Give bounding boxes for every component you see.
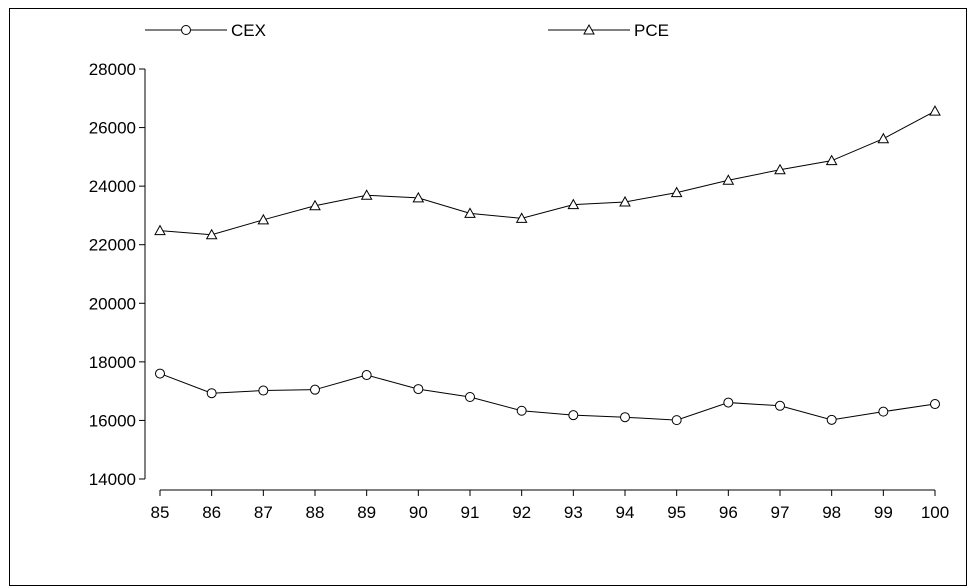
data-point-pce xyxy=(360,189,373,200)
data-point-pce xyxy=(412,191,425,203)
x-tick-label: 90 xyxy=(409,503,428,522)
y-tick-label: 26000 xyxy=(89,119,136,138)
y-tick-label: 22000 xyxy=(89,236,136,255)
legend-label-cex: CEX xyxy=(231,21,266,40)
data-point-cex xyxy=(155,368,165,379)
legend: CEX PCE xyxy=(145,21,669,40)
y-tick-label: 14000 xyxy=(89,470,136,489)
data-point-cex xyxy=(516,405,527,416)
x-tick-label: 98 xyxy=(822,503,841,522)
data-point-cex xyxy=(620,412,630,423)
x-tick-label: 89 xyxy=(357,503,376,522)
data-point-pce xyxy=(825,154,838,166)
data-point-cex xyxy=(361,370,372,381)
x-tick-label: 99 xyxy=(874,503,893,522)
data-point-pce xyxy=(929,105,941,116)
data-point-pce xyxy=(670,186,683,198)
legend-marker-cex xyxy=(181,25,191,35)
data-point-cex xyxy=(568,410,579,421)
data-point-cex xyxy=(310,384,320,395)
y-tick-label: 16000 xyxy=(89,411,136,430)
x-tick-label: 95 xyxy=(667,503,686,522)
x-tick-label: 85 xyxy=(151,503,170,522)
data-point-cex xyxy=(258,385,269,396)
data-point-pce xyxy=(515,212,528,223)
data-point-cex xyxy=(826,414,837,425)
chart-frame xyxy=(9,8,967,586)
data-point-cex xyxy=(206,388,217,399)
data-point-pce xyxy=(877,132,890,144)
data-point-cex xyxy=(930,399,940,410)
data-point-cex xyxy=(671,415,682,426)
data-point-pce xyxy=(309,199,321,211)
x-tick-label: 91 xyxy=(461,503,480,522)
data-point-pce xyxy=(257,213,270,225)
data-point-cex xyxy=(465,392,475,402)
x-tick-label: 94 xyxy=(616,503,635,522)
x-tick-label: 97 xyxy=(771,503,790,522)
data-point-pce xyxy=(722,174,735,185)
axes: 14000 16000 18000 20000 22000 24000 26000 28000… xyxy=(89,60,949,522)
y-tick-label: 20000 xyxy=(89,294,136,313)
x-tick-label: 93 xyxy=(564,503,583,522)
series-layer xyxy=(154,105,941,426)
data-point-pce xyxy=(774,163,786,175)
x-tick-label: 96 xyxy=(719,503,738,522)
y-tick-label: 24000 xyxy=(89,177,136,196)
series-line-cex xyxy=(159,373,936,421)
data-point-cex xyxy=(878,406,889,417)
x-tick-label: 88 xyxy=(306,503,325,522)
data-point-pce xyxy=(567,198,580,210)
x-tick-label: 92 xyxy=(512,503,531,522)
data-point-pce xyxy=(464,207,476,218)
y-tick-label: 28000 xyxy=(89,60,136,79)
y-tick-label: 18000 xyxy=(89,353,136,372)
data-point-pce xyxy=(205,228,218,240)
series-line-pce xyxy=(159,110,936,236)
data-point-cex xyxy=(723,397,734,408)
data-point-cex xyxy=(775,400,785,411)
data-point-cex xyxy=(413,384,424,395)
data-point-pce xyxy=(154,224,166,236)
x-tick-label: 86 xyxy=(202,503,221,522)
legend-marker-pce xyxy=(583,23,595,35)
data-point-pce xyxy=(619,195,631,207)
x-tick-label: 100 xyxy=(921,503,949,522)
legend-label-pce: PCE xyxy=(634,21,669,40)
x-tick-label: 87 xyxy=(254,503,273,522)
